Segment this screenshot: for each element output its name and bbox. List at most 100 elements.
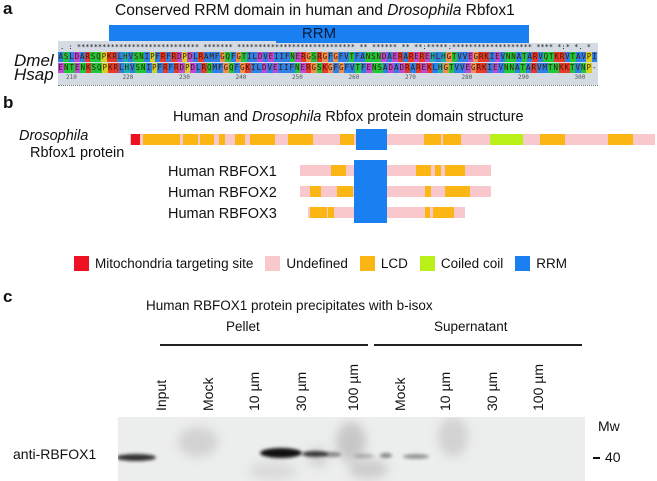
residue: D xyxy=(190,63,196,73)
residue: A xyxy=(79,52,85,62)
residue: E xyxy=(424,52,430,62)
residue: T xyxy=(349,52,355,62)
residue: E xyxy=(467,52,474,62)
legend-swatch xyxy=(359,256,375,271)
legend-swatch xyxy=(419,256,435,271)
lcd-domain xyxy=(250,134,275,145)
residue: M xyxy=(212,63,218,73)
legend-label: Mitochondria targeting site xyxy=(95,256,254,271)
residue: F xyxy=(327,52,333,62)
residue: I xyxy=(591,52,598,62)
residue: N xyxy=(365,52,371,62)
residue: A xyxy=(203,52,209,62)
residue: V xyxy=(459,63,465,73)
residue: E xyxy=(413,52,420,62)
lcd-domain xyxy=(235,134,245,145)
residue: K xyxy=(564,63,570,73)
residue: E xyxy=(465,63,471,73)
band-supernatant-10um xyxy=(354,454,374,458)
residue: R xyxy=(84,52,91,62)
antibody-label: anti-RBFOX1 xyxy=(13,446,97,462)
residue: F xyxy=(157,63,163,73)
residue: I xyxy=(283,63,289,73)
residue: K xyxy=(481,63,487,73)
residue: T xyxy=(355,63,361,73)
residue: E xyxy=(300,63,306,73)
rrm-domain xyxy=(354,160,387,181)
mw-marker-40: 40 xyxy=(605,449,621,465)
residue: I xyxy=(146,63,152,73)
residue: Q xyxy=(543,52,549,62)
residue: R xyxy=(397,52,403,62)
residue: F xyxy=(289,63,295,73)
rrm-domain-bar: RRM xyxy=(109,25,529,43)
ruler-tick-label: 240 xyxy=(235,74,247,81)
residue: L xyxy=(192,52,199,62)
lcd-domain xyxy=(183,134,198,145)
residue: I xyxy=(278,63,284,73)
residue: K xyxy=(107,63,113,73)
ruler-tick-label: 270 xyxy=(405,74,416,81)
residue: D xyxy=(187,52,193,62)
residue: G xyxy=(446,52,452,62)
lane-label: Mock xyxy=(200,377,216,411)
drosophila-label-protein: Rbfox1 protein xyxy=(30,145,125,161)
legend-label: RRM xyxy=(536,256,567,271)
residue: R xyxy=(559,52,565,62)
residue: A xyxy=(58,52,64,62)
lcd-domain xyxy=(445,165,465,176)
residue: K xyxy=(322,63,328,73)
residue: I xyxy=(487,63,493,73)
group-label-supernatant: Supernatant xyxy=(434,319,508,334)
residue: R xyxy=(415,63,421,73)
residue: G xyxy=(219,52,226,62)
residue: R xyxy=(201,63,207,73)
supernatant-bracket-line xyxy=(374,344,582,346)
lcd-domain xyxy=(328,207,334,218)
lcd-domain xyxy=(425,207,430,218)
residue: A xyxy=(514,63,520,73)
residue: N xyxy=(371,63,377,73)
row-label-rbfox3: Human RBFOX3 xyxy=(168,206,277,222)
lcd-domain xyxy=(200,134,214,145)
rrm-domain xyxy=(356,129,387,150)
domain-legend: Mitochondria targeting site Undefined LCD C… xyxy=(74,256,579,271)
residue: V xyxy=(536,63,542,73)
residue: P xyxy=(184,63,190,73)
lcd-domain xyxy=(310,207,327,218)
residue: S xyxy=(311,52,317,62)
residue: L xyxy=(252,52,258,62)
residue: Q xyxy=(206,63,212,73)
residue: M xyxy=(542,63,548,73)
residue: A xyxy=(410,63,416,73)
residue: R xyxy=(113,63,119,73)
legend-swatch xyxy=(515,256,531,271)
legend-swatch xyxy=(265,256,281,271)
residue: N xyxy=(63,63,69,73)
lcd-domain xyxy=(445,186,470,197)
species-label-hsap: Hsap xyxy=(14,65,54,84)
residue: F xyxy=(155,52,161,62)
residue: F xyxy=(214,52,220,62)
residue: V xyxy=(262,52,269,62)
residue: V xyxy=(575,63,581,73)
residue: S xyxy=(370,52,377,62)
lane-label: 10 µm xyxy=(246,371,262,411)
residue: K xyxy=(106,52,112,62)
legend-item-undefined: Undefined xyxy=(265,256,348,271)
panel-b-title-suffix: Rbfox protein domain structure xyxy=(321,109,524,125)
legend-label: Undefined xyxy=(286,256,348,271)
legend-item-lcd: LCD xyxy=(359,256,408,271)
residue: E xyxy=(272,63,278,73)
lcd-domain xyxy=(340,134,354,145)
residue: T xyxy=(241,52,247,62)
residue: D xyxy=(388,63,394,73)
residue: A xyxy=(359,52,366,62)
residue: N xyxy=(80,63,86,73)
row-label-rbfox2: Human RBFOX2 xyxy=(168,185,277,201)
ruler-tick-label: 260 xyxy=(348,74,360,81)
band-supernatant-mock-tail xyxy=(323,452,341,457)
residue: D xyxy=(257,52,263,62)
